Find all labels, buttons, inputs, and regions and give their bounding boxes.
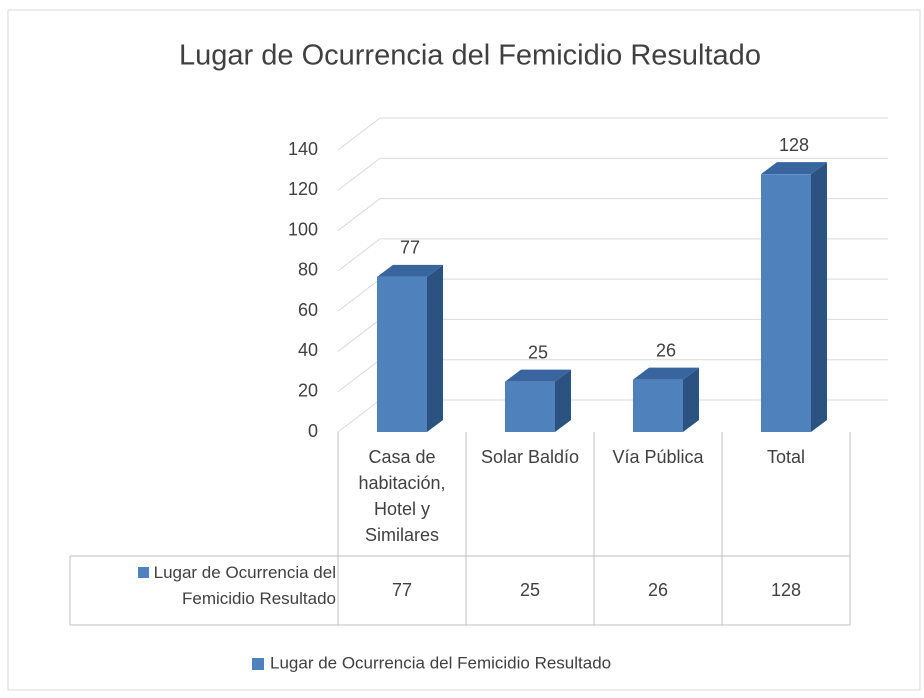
table-value: 25 xyxy=(520,580,540,600)
table-value: 128 xyxy=(771,580,801,600)
grid-line xyxy=(337,238,381,272)
x-tick-label: Casa de habitación, Hotel y Similares xyxy=(358,447,446,545)
bar-side xyxy=(683,367,699,432)
bar-top xyxy=(505,369,571,382)
y-tick-label: 140 xyxy=(288,139,318,159)
grid-line xyxy=(337,359,381,393)
bar-side xyxy=(555,369,571,432)
bar-top xyxy=(377,264,443,277)
x-tick-label: Total xyxy=(766,447,806,467)
grid-line xyxy=(337,278,381,312)
y-tick-label: 0 xyxy=(308,421,318,441)
data-label: 25 xyxy=(528,342,548,362)
data-label: 26 xyxy=(656,340,676,360)
data-label: 77 xyxy=(400,238,420,258)
grid-line xyxy=(337,117,381,151)
bar xyxy=(505,381,555,432)
bar-top xyxy=(761,162,827,175)
x-tick-label: Solar Baldío xyxy=(480,447,580,467)
bar-side xyxy=(427,264,443,432)
legend-label: Lugar de Ocurrencia del Femicidio Result… xyxy=(270,653,611,672)
bar-side xyxy=(811,162,827,432)
legend-key xyxy=(137,567,149,578)
y-tick-label: 100 xyxy=(288,219,318,239)
chart-title: Lugar de Ocurrencia del Femicidio Result… xyxy=(179,40,761,72)
bar xyxy=(377,276,427,432)
chart-border xyxy=(7,9,921,691)
grid-line xyxy=(337,198,381,231)
y-tick-label: 80 xyxy=(298,260,318,280)
grid-line xyxy=(337,157,381,191)
table-value: 77 xyxy=(392,580,412,600)
bar-top xyxy=(633,367,699,380)
y-tick-label: 40 xyxy=(298,340,318,360)
series-name: Lugar de Ocurrencia del Femicidio Result… xyxy=(153,563,336,608)
legend-key xyxy=(252,658,264,670)
y-tick-label: 60 xyxy=(298,300,318,320)
bar xyxy=(633,379,683,432)
grid-line xyxy=(337,319,381,352)
bar xyxy=(761,174,811,432)
table-value: 26 xyxy=(648,580,668,600)
y-tick-label: 20 xyxy=(298,380,318,400)
y-tick-label: 120 xyxy=(288,179,318,199)
data-label: 128 xyxy=(779,135,809,155)
table-series-name: Lugar de Ocurrencia del Femicidio Result… xyxy=(74,560,336,612)
x-tick-label: Vía Pública xyxy=(612,447,704,467)
grid-line xyxy=(337,399,381,433)
